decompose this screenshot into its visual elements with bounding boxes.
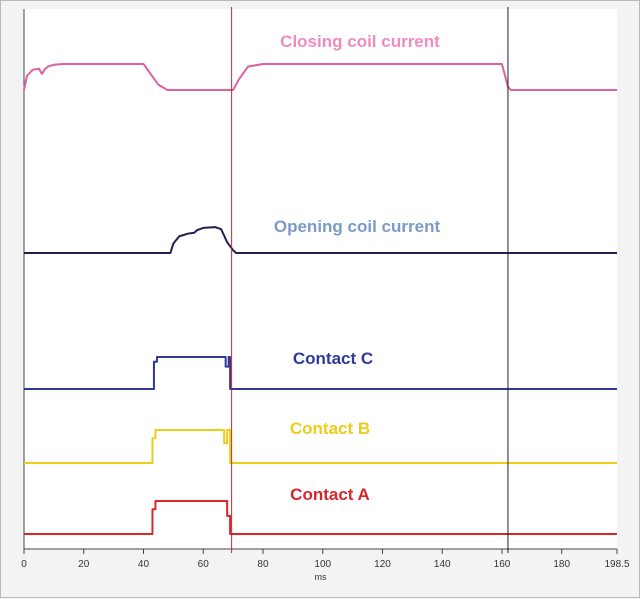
contact-b-trace bbox=[24, 429, 617, 464]
x-tick-label: 198.5 bbox=[604, 559, 629, 570]
x-axis-title: ms bbox=[315, 572, 327, 582]
x-tick-label: 20 bbox=[78, 559, 90, 570]
x-tick-label: 180 bbox=[553, 559, 570, 570]
closing-coil-current-trace bbox=[23, 63, 617, 91]
x-tick-label: 0 bbox=[21, 559, 27, 570]
contact-a-trace bbox=[24, 500, 617, 535]
x-tick-label: 100 bbox=[314, 559, 331, 570]
x-tick-label: 80 bbox=[257, 559, 269, 570]
x-tick-label: 140 bbox=[434, 559, 451, 570]
closing-coil-current-label: Closing coil current bbox=[280, 32, 440, 51]
opening-coil-current-label: Opening coil current bbox=[274, 217, 441, 236]
x-tick-label: 60 bbox=[198, 559, 210, 570]
x-tick-label: 40 bbox=[138, 559, 150, 570]
contact-c-label: Contact C bbox=[293, 349, 373, 368]
x-tick-label: 160 bbox=[494, 559, 511, 570]
plot-area bbox=[24, 9, 617, 549]
x-tick-label: 120 bbox=[374, 559, 391, 570]
contact-b-label: Contact B bbox=[290, 419, 370, 438]
contact-a-label: Contact A bbox=[290, 485, 370, 504]
contact-c-trace bbox=[24, 356, 617, 390]
